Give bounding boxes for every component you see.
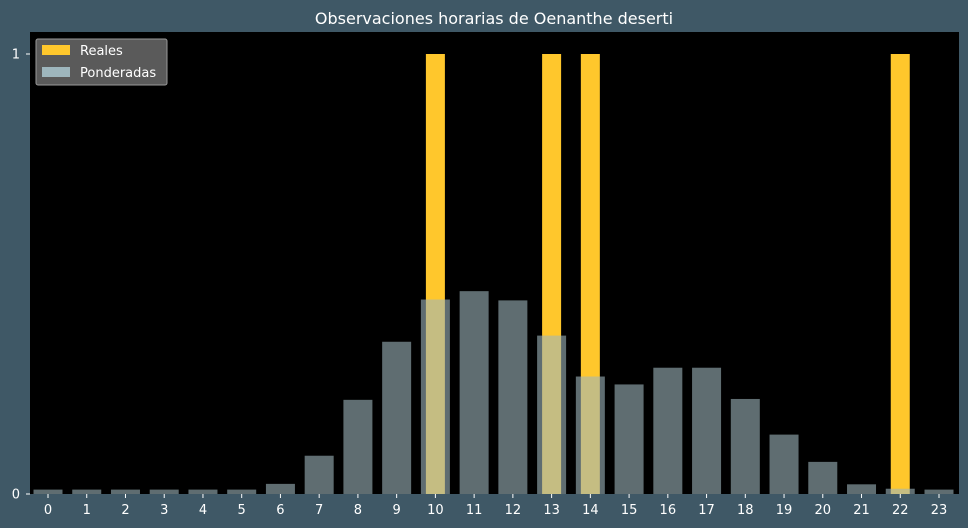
bar-ponderadas-17 xyxy=(692,367,722,494)
x-tick-label: 9 xyxy=(393,503,401,518)
legend-swatch-reales xyxy=(42,45,70,55)
x-tick-label: 22 xyxy=(892,503,909,518)
bar-ponderadas-14 xyxy=(575,376,605,494)
bar-ponderadas-11 xyxy=(459,291,489,494)
x-tick-label: 12 xyxy=(505,503,522,518)
x-tick-label: 20 xyxy=(815,503,832,518)
x-tick-label: 19 xyxy=(776,503,793,518)
x-tick-label: 15 xyxy=(621,503,638,518)
x-tick-label: 10 xyxy=(427,503,444,518)
x-tick-label: 17 xyxy=(698,503,715,518)
x-axis: 0 1 2 3 4 5 6 7 8 9 10 11 12 13 14 15 16 17 18 19 20 21 22 23 xyxy=(44,494,947,518)
bar-ponderadas-18 xyxy=(730,398,760,494)
bar-ponderadas-20 xyxy=(808,461,838,494)
x-tick-label: 4 xyxy=(199,503,207,518)
x-tick-label: 14 xyxy=(582,503,599,518)
bar-ponderadas-1 xyxy=(72,489,102,494)
bar-ponderadas-22 xyxy=(885,488,915,494)
bar-ponderadas-2 xyxy=(110,489,140,494)
bar-ponderadas-16 xyxy=(653,367,683,494)
x-tick-label: 8 xyxy=(354,503,362,518)
bar-ponderadas-21 xyxy=(847,484,877,494)
x-tick-label: 2 xyxy=(121,503,129,518)
y-tick-label: 1 xyxy=(12,48,20,63)
plot-area xyxy=(30,32,959,494)
legend-swatch-ponderadas xyxy=(42,67,70,77)
bar-ponderadas-9 xyxy=(382,341,412,494)
legend: Reales Ponderadas xyxy=(35,38,168,86)
bar-ponderadas-5 xyxy=(227,489,257,494)
chart-title: Observaciones horarias de Oenanthe deser… xyxy=(315,9,673,28)
bar-ponderadas-4 xyxy=(188,489,218,494)
bar-ponderadas-0 xyxy=(33,489,63,494)
legend-label-ponderadas: Ponderadas xyxy=(80,66,156,81)
x-tick-label: 23 xyxy=(931,503,948,518)
x-tick-label: 11 xyxy=(466,503,483,518)
bar-ponderadas-3 xyxy=(149,489,179,494)
legend-label-reales: Reales xyxy=(80,44,123,59)
x-tick-label: 1 xyxy=(83,503,91,518)
bar-ponderadas-15 xyxy=(614,384,644,494)
y-axis: 01 xyxy=(12,48,30,503)
bar-reales-22 xyxy=(890,54,910,494)
x-tick-label: 0 xyxy=(44,503,52,518)
y-tick-label: 0 xyxy=(12,488,20,503)
bar-ponderadas-6 xyxy=(265,483,295,494)
bar-ponderadas-12 xyxy=(498,300,528,494)
bar-ponderadas-10 xyxy=(420,299,450,494)
x-tick-label: 3 xyxy=(160,503,168,518)
x-tick-label: 5 xyxy=(238,503,246,518)
x-tick-label: 21 xyxy=(853,503,870,518)
bar-ponderadas-8 xyxy=(343,399,373,494)
x-tick-label: 6 xyxy=(276,503,284,518)
bar-ponderadas-7 xyxy=(304,455,334,494)
x-tick-label: 13 xyxy=(543,503,560,518)
series-ponderadas xyxy=(33,291,954,494)
x-tick-label: 16 xyxy=(660,503,677,518)
bar-ponderadas-19 xyxy=(769,434,799,494)
x-tick-label: 7 xyxy=(315,503,323,518)
bar-ponderadas-23 xyxy=(924,489,954,494)
x-tick-label: 18 xyxy=(737,503,754,518)
bar-ponderadas-13 xyxy=(537,335,567,494)
